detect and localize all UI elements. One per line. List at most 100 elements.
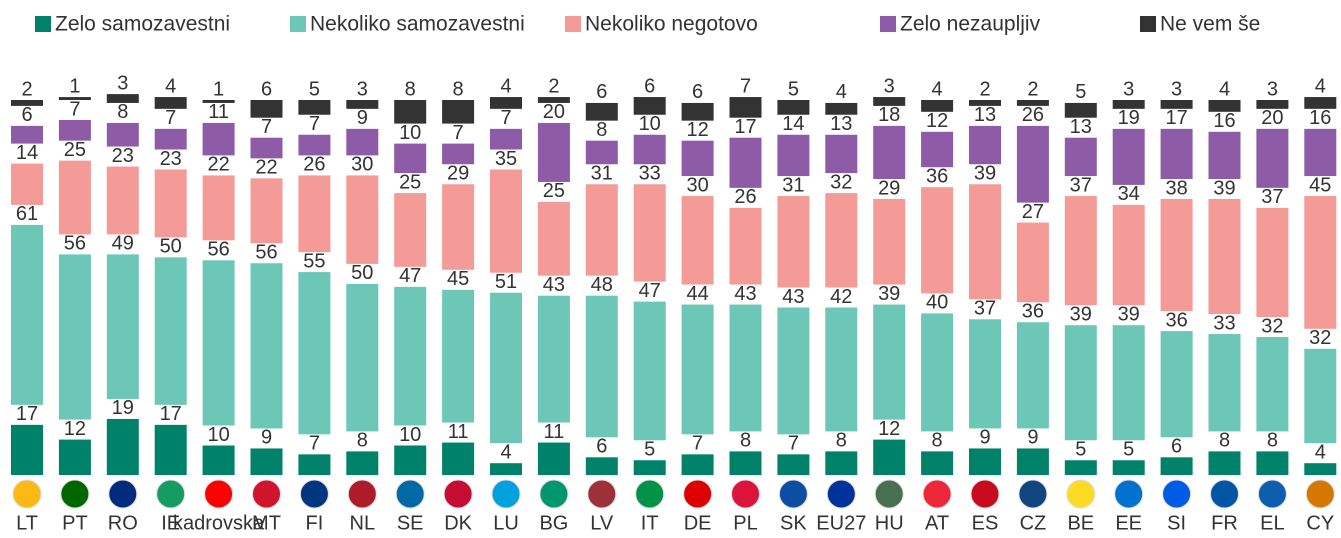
bar-segment bbox=[250, 137, 283, 159]
bar-segment bbox=[106, 94, 139, 103]
flag bbox=[587, 479, 617, 509]
bar-segment bbox=[633, 460, 666, 475]
bar-segment bbox=[777, 100, 810, 115]
value-label: 33 bbox=[639, 163, 661, 185]
bar-segment bbox=[1256, 337, 1289, 432]
value-label: 43 bbox=[543, 274, 565, 296]
value-label: 6 bbox=[261, 78, 272, 100]
flag bbox=[1162, 479, 1192, 509]
bar-segment bbox=[1208, 451, 1241, 475]
bar-segment bbox=[729, 137, 762, 188]
legend-label: Nekoliko negotovo bbox=[585, 13, 758, 36]
bar-segment bbox=[1304, 348, 1337, 444]
bar-segment bbox=[585, 102, 618, 121]
bar-segment bbox=[442, 100, 475, 124]
legend-label: Zelo nezaupljiv bbox=[900, 13, 1041, 36]
value-label: 12 bbox=[926, 110, 948, 132]
x-tick-label: BG bbox=[539, 512, 568, 533]
value-label: 8 bbox=[405, 78, 416, 100]
bar-segment bbox=[1016, 322, 1049, 429]
bar-segment bbox=[873, 97, 906, 106]
bar-segment bbox=[442, 184, 475, 270]
x-tick-label: DK bbox=[444, 512, 472, 533]
value-label: 2 bbox=[548, 75, 559, 97]
bar-segment bbox=[537, 97, 570, 103]
bar-segment bbox=[11, 224, 43, 405]
bar-segment bbox=[1112, 325, 1145, 441]
value-label: 19 bbox=[1118, 107, 1140, 129]
value-label: 16 bbox=[1309, 107, 1331, 129]
bar-segment bbox=[537, 295, 570, 423]
value-label: 51 bbox=[495, 271, 517, 293]
bar-segment bbox=[58, 254, 91, 420]
bar-segment bbox=[825, 451, 858, 475]
x-tick-label: SK bbox=[780, 512, 807, 533]
flag bbox=[156, 479, 186, 509]
bar-segment bbox=[777, 196, 810, 288]
bar-segment bbox=[585, 457, 618, 475]
value-label: 12 bbox=[878, 418, 900, 440]
value-label: 10 bbox=[399, 122, 421, 144]
bar-segment bbox=[250, 263, 283, 429]
value-label: 12 bbox=[686, 119, 708, 141]
value-label: 1 bbox=[69, 75, 80, 97]
bar-segment bbox=[1016, 125, 1049, 203]
bar-segment bbox=[442, 442, 475, 475]
bar-segment bbox=[1112, 128, 1145, 185]
x-tick-label: RO bbox=[108, 512, 138, 533]
bar-segment bbox=[777, 454, 810, 475]
bar-segment bbox=[202, 445, 235, 475]
bar-segment bbox=[1256, 128, 1289, 188]
bar-segment bbox=[346, 175, 379, 264]
bar-segment bbox=[394, 100, 427, 124]
bar-segment bbox=[585, 140, 618, 165]
flag bbox=[108, 479, 138, 509]
value-label: 31 bbox=[782, 174, 804, 196]
bar-segment bbox=[346, 100, 379, 109]
value-label: 17 bbox=[734, 116, 756, 138]
x-tick-label: BE bbox=[1067, 512, 1094, 533]
value-label: 26 bbox=[1022, 104, 1044, 126]
bar-segment bbox=[1016, 222, 1049, 303]
value-label: 29 bbox=[878, 177, 900, 199]
value-label: 55 bbox=[303, 250, 325, 272]
value-label: 31 bbox=[591, 163, 613, 185]
value-label: 5 bbox=[1075, 439, 1086, 461]
value-label: 4 bbox=[165, 75, 176, 97]
flag bbox=[347, 479, 377, 509]
value-label: 26 bbox=[734, 186, 756, 208]
value-label: 45 bbox=[1309, 174, 1331, 196]
value-label: 7 bbox=[261, 116, 272, 138]
value-label: 39 bbox=[1213, 177, 1235, 199]
bar-segment bbox=[11, 163, 43, 205]
legend-swatch bbox=[35, 16, 51, 32]
bar-segment bbox=[154, 424, 187, 475]
bar-segment bbox=[1016, 448, 1049, 475]
bar-segment bbox=[1112, 100, 1145, 109]
bar-segment bbox=[1208, 100, 1241, 112]
bar-segment bbox=[921, 451, 954, 475]
value-label: 36 bbox=[1022, 301, 1044, 323]
value-label: 30 bbox=[686, 174, 708, 196]
value-label: 44 bbox=[686, 283, 708, 305]
value-label: 7 bbox=[165, 107, 176, 129]
value-label: 56 bbox=[64, 233, 86, 255]
flag bbox=[683, 479, 713, 509]
value-label: 10 bbox=[399, 424, 421, 446]
bar-segment bbox=[1304, 128, 1337, 177]
value-label: 12 bbox=[64, 418, 86, 440]
bar-segment bbox=[394, 445, 427, 475]
bar-segment bbox=[202, 100, 235, 103]
flag bbox=[731, 479, 760, 509]
bar-segment bbox=[394, 193, 427, 267]
bar-segment bbox=[298, 100, 331, 115]
bar-segment bbox=[1016, 100, 1049, 106]
value-label: 40 bbox=[926, 292, 948, 314]
value-label: 10 bbox=[207, 424, 229, 446]
value-label: 11 bbox=[208, 101, 229, 123]
value-label: 5 bbox=[788, 78, 799, 100]
bar-segment bbox=[633, 134, 666, 165]
bar-segment bbox=[921, 131, 954, 168]
flag bbox=[252, 479, 281, 509]
value-label: 3 bbox=[117, 72, 128, 94]
